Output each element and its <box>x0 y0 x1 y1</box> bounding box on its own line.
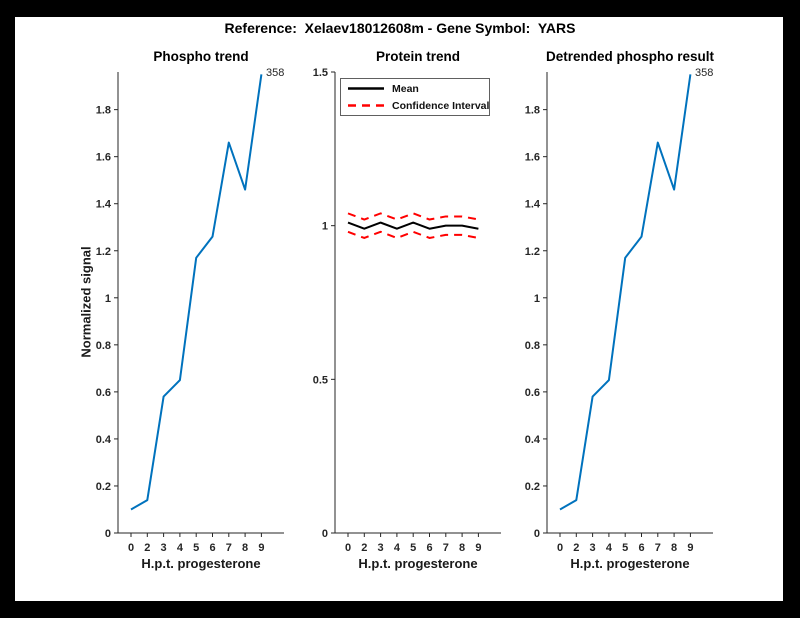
y-tick-label: 0 <box>534 528 540 540</box>
x-tick-label: 7 <box>443 542 449 554</box>
axes-spines <box>334 72 501 534</box>
x-tick-label: 3 <box>590 542 596 554</box>
y-tick-label: 1.5 <box>313 67 328 79</box>
x-tick-label: 3 <box>378 542 384 554</box>
endpoint-annotation-phospho: 358 <box>266 67 285 79</box>
y-tick-label: 0 <box>105 528 111 540</box>
subplot-title-detrended-phospho: Detrended phospho result <box>545 49 714 64</box>
y-tick-label: 0.2 <box>96 481 111 493</box>
ci-upper-line <box>347 212 479 221</box>
y-tick-label: 1.6 <box>525 152 540 164</box>
x-tick-label: 5 <box>193 542 199 554</box>
ci-dashed-line-swatch-icon <box>348 104 384 107</box>
figure-title: Reference: Xelaev18012608m - Gene Symbol… <box>224 20 576 36</box>
y-axis-label: Normalized signal <box>78 246 94 358</box>
x-tick-label: 0 <box>345 542 351 554</box>
legend: Mean Confidence Interval <box>340 78 490 116</box>
x-axis-label-detrended: H.p.t. progesterone <box>570 556 690 571</box>
x-tick-label: 5 <box>622 542 628 554</box>
x-tick-label: 9 <box>475 542 481 554</box>
x-tick-label: 4 <box>394 542 401 554</box>
mean-line-swatch-icon <box>348 87 384 90</box>
x-tick-label: 7 <box>655 542 661 554</box>
y-tick-label: 0.8 <box>525 340 540 352</box>
y-tick-label: 1.2 <box>525 246 540 258</box>
y-tick-label: 0.4 <box>525 434 541 446</box>
x-tick-label: 0 <box>557 542 563 554</box>
legend-label-mean: Mean <box>392 82 419 95</box>
x-axis-label-phospho: H.p.t. progesterone <box>141 556 261 571</box>
y-tick-label: 1 <box>105 293 111 305</box>
x-tick-label: 2 <box>361 542 367 554</box>
x-tick-label: 6 <box>209 542 215 554</box>
x-tick-label: 0 <box>128 542 134 554</box>
data-line <box>559 74 692 511</box>
subplot-title-protein-trend: Protein trend <box>375 49 460 64</box>
data-line <box>347 221 479 230</box>
x-tick-label: 7 <box>226 542 232 554</box>
subplot-title-phospho-trend: Phospho trend <box>153 49 249 64</box>
ci-lower-line <box>347 230 479 239</box>
y-tick-label: 0.2 <box>525 481 540 493</box>
y-tick-label: 0.6 <box>525 387 540 399</box>
y-tick-label: 1.8 <box>525 105 540 117</box>
y-tick-label: 1.8 <box>96 105 111 117</box>
data-line <box>130 74 263 511</box>
x-tick-label: 6 <box>426 542 432 554</box>
x-tick-label: 9 <box>258 542 264 554</box>
x-tick-label: 3 <box>161 542 167 554</box>
x-tick-label: 4 <box>606 542 613 554</box>
x-tick-label: 8 <box>671 542 677 554</box>
axes-spines <box>546 72 713 534</box>
y-tick-label: 0 <box>322 528 328 540</box>
x-tick-label: 2 <box>144 542 150 554</box>
legend-entry-mean: Mean <box>341 81 489 96</box>
x-tick-label: 8 <box>459 542 465 554</box>
x-tick-label: 4 <box>177 542 184 554</box>
x-tick-label: 6 <box>638 542 644 554</box>
x-tick-label: 5 <box>410 542 416 554</box>
y-tick-label: 1.2 <box>96 246 111 258</box>
y-tick-label: 1 <box>322 221 328 233</box>
axes-spines <box>117 72 284 534</box>
legend-entry-confidence-interval: Confidence Interval <box>341 98 489 113</box>
y-tick-label: 0.5 <box>313 374 328 386</box>
y-tick-label: 0.4 <box>96 434 112 446</box>
y-tick-label: 0.8 <box>96 340 111 352</box>
x-tick-label: 8 <box>242 542 248 554</box>
x-tick-label: 9 <box>687 542 693 554</box>
x-tick-label: 2 <box>573 542 579 554</box>
endpoint-annotation-detrended: 358 <box>695 67 714 79</box>
legend-label-confidence-interval: Confidence Interval <box>392 99 490 112</box>
y-tick-label: 1 <box>534 293 540 305</box>
y-tick-label: 0.6 <box>96 387 111 399</box>
y-tick-label: 1.4 <box>525 199 541 211</box>
y-tick-label: 1.4 <box>96 199 112 211</box>
y-tick-label: 1.6 <box>96 152 111 164</box>
x-axis-label-protein: H.p.t. progesterone <box>358 556 478 571</box>
